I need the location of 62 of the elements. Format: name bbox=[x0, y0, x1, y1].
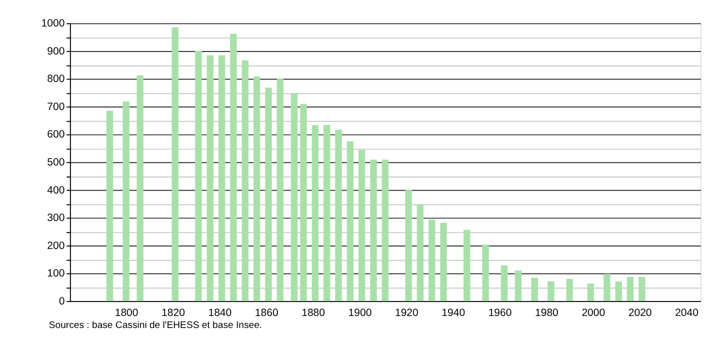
bar bbox=[106, 110, 114, 302]
bar bbox=[230, 34, 237, 302]
x-tick-label: 1960 bbox=[488, 306, 512, 319]
bar bbox=[615, 282, 622, 302]
bar bbox=[531, 278, 538, 302]
y-tick-label: 0 bbox=[58, 295, 65, 308]
x-tick-label: 2000 bbox=[582, 306, 606, 319]
bar bbox=[370, 160, 377, 302]
x-tick-label: 1860 bbox=[254, 306, 278, 319]
bar bbox=[626, 276, 634, 302]
bar bbox=[428, 220, 436, 302]
x-tick-label: 1920 bbox=[394, 306, 419, 319]
bar bbox=[195, 50, 202, 302]
x-tick-label: 1880 bbox=[302, 306, 326, 319]
bar bbox=[276, 78, 284, 302]
bar bbox=[416, 204, 424, 302]
bar bbox=[312, 125, 319, 302]
bar bbox=[382, 160, 389, 302]
bar bbox=[206, 55, 214, 302]
x-tick-label: 1800 bbox=[114, 306, 138, 319]
y-tick-label: 300 bbox=[47, 212, 65, 224]
bar bbox=[346, 141, 354, 302]
y-tick-label: 400 bbox=[47, 184, 65, 196]
bar bbox=[566, 278, 573, 302]
y-tick-label: 700 bbox=[47, 100, 65, 113]
bar bbox=[638, 276, 646, 302]
x-tick-label: 1980 bbox=[535, 306, 559, 319]
bar bbox=[500, 265, 508, 302]
x-tick-label: 1820 bbox=[162, 306, 186, 319]
x-tick-label: 1900 bbox=[348, 306, 372, 319]
bar bbox=[440, 222, 447, 302]
bar bbox=[405, 190, 412, 302]
bar bbox=[548, 281, 554, 302]
x-tick-label: 1840 bbox=[208, 306, 232, 319]
bar bbox=[464, 230, 470, 302]
bar bbox=[335, 130, 342, 302]
y-tick-label: 800 bbox=[47, 73, 65, 86]
bar bbox=[253, 76, 260, 302]
bar bbox=[358, 150, 366, 302]
x-tick-label: 1940 bbox=[442, 306, 466, 319]
bar bbox=[482, 244, 489, 302]
bar bbox=[290, 93, 298, 302]
y-tick-label: 200 bbox=[47, 240, 65, 252]
bar bbox=[587, 284, 594, 302]
bar bbox=[218, 55, 226, 302]
y-tick-label: 600 bbox=[47, 128, 65, 141]
bar bbox=[122, 102, 130, 302]
bar bbox=[242, 60, 248, 302]
source-note: Sources : base Cassini de l'EHESS et base Insee. bbox=[48, 320, 262, 331]
y-tick-label: 1000 bbox=[41, 18, 65, 30]
x-tick-label: 2020 bbox=[628, 306, 652, 319]
bar bbox=[136, 75, 144, 302]
y-tick-label: 100 bbox=[47, 268, 65, 280]
bar bbox=[300, 104, 307, 302]
bar bbox=[323, 124, 330, 302]
y-tick-label: 900 bbox=[47, 45, 65, 58]
x-tick-label: 2040 bbox=[675, 306, 699, 319]
bar bbox=[265, 88, 272, 302]
y-tick-label: 500 bbox=[47, 156, 65, 168]
bar bbox=[172, 27, 178, 302]
bar bbox=[604, 274, 610, 302]
bar bbox=[514, 270, 522, 302]
